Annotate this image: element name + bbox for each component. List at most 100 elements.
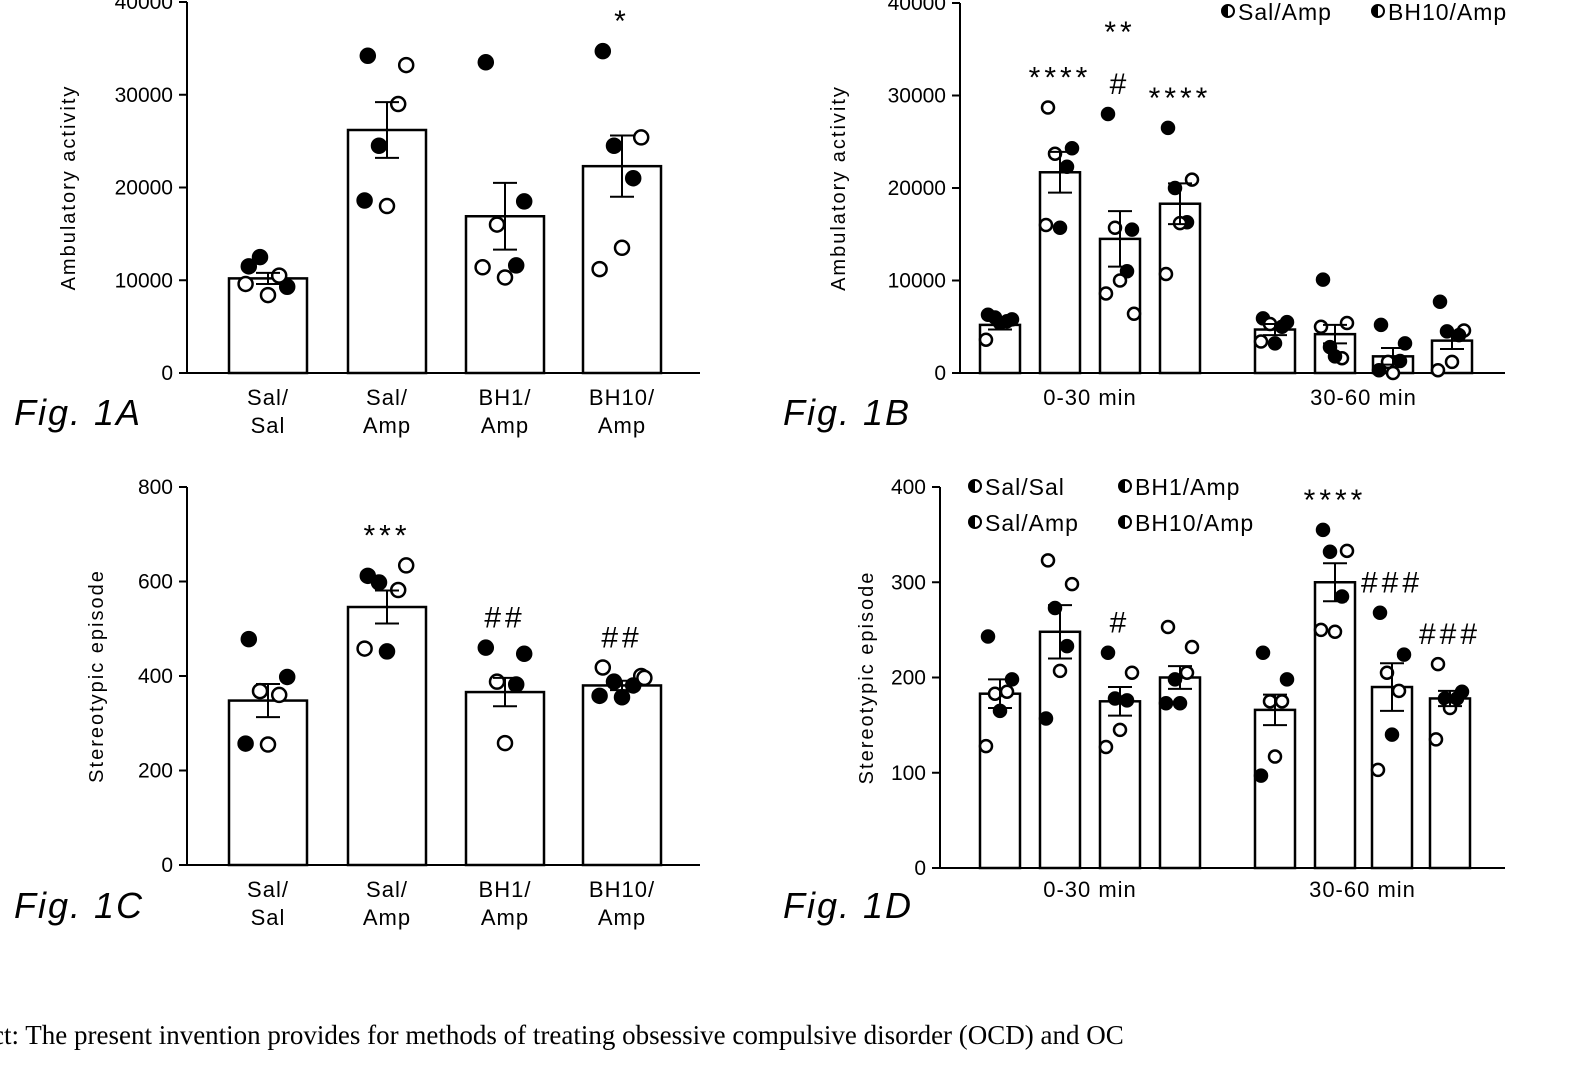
y-tick-label: 800 [138, 476, 173, 499]
y-tick-label: 0 [161, 854, 173, 877]
bar [1372, 687, 1412, 868]
legend-item: Sal/Amp [1222, 0, 1332, 25]
data-point [596, 660, 610, 674]
y-tick-label: 100 [891, 762, 926, 785]
data-point [1317, 524, 1329, 536]
category-label: BH1/ [479, 385, 532, 410]
data-point [239, 737, 253, 751]
y-tick-label: 10000 [115, 269, 173, 292]
data-point [399, 58, 413, 72]
significance-label: * [614, 5, 630, 38]
data-point [1329, 626, 1341, 638]
data-point [607, 139, 621, 153]
chart-1a: 010000200003000040000Ambulatory activity… [14, 0, 700, 438]
y-tick-label: 20000 [115, 177, 173, 200]
category-label: Amp [598, 905, 646, 930]
y-tick-label: 300 [891, 571, 926, 594]
data-point [380, 644, 394, 658]
category-label: Amp [363, 905, 411, 930]
chart-1d: 0100200300400Stereotypic episodeFig. 1D*… [783, 474, 1505, 926]
data-point [980, 740, 992, 752]
significance-label: ### [1419, 618, 1481, 651]
data-point [1040, 712, 1052, 724]
data-point [261, 288, 275, 302]
y-tick-label: 30000 [888, 85, 946, 108]
data-point [517, 194, 531, 208]
bar [348, 130, 426, 373]
y-tick-label: 400 [891, 476, 926, 499]
y-axis-label: Ambulatory activity [828, 85, 850, 291]
data-point [242, 632, 256, 646]
data-point [1281, 673, 1293, 685]
data-point [280, 670, 294, 684]
data-point [593, 262, 607, 276]
y-tick-label: 600 [138, 571, 173, 594]
category-label: Amp [481, 413, 529, 438]
data-point [479, 641, 493, 655]
data-point [253, 684, 267, 698]
data-point [490, 675, 504, 689]
legend-label: BH10/Amp [1388, 0, 1507, 25]
data-point [498, 736, 512, 750]
data-point [1160, 268, 1172, 280]
data-point [1100, 741, 1112, 753]
y-tick-label: 400 [138, 665, 173, 688]
group-label: 30-60 min [1310, 385, 1417, 410]
significance-label: # [1110, 68, 1131, 101]
data-point [272, 269, 286, 283]
data-point [1066, 578, 1078, 590]
bar [980, 694, 1020, 868]
data-point [1042, 102, 1054, 114]
data-point [615, 690, 629, 704]
significance-label: # [1110, 607, 1131, 640]
significance-label: *** [363, 519, 410, 552]
data-point [1126, 224, 1138, 236]
data-point [1373, 364, 1385, 376]
legend-label: Sal/Amp [985, 510, 1079, 536]
data-point [253, 250, 267, 264]
y-tick-label: 200 [138, 760, 173, 783]
data-point [509, 678, 523, 692]
category-label: Sal [251, 905, 286, 930]
legend-item: BH10/Amp [1372, 0, 1507, 25]
bar [1040, 172, 1080, 373]
figure-label: Fig. 1B [783, 392, 911, 433]
data-point [1315, 624, 1327, 636]
data-point [1453, 329, 1465, 341]
category-label: Amp [481, 905, 529, 930]
legend-label: BH1/Amp [1135, 474, 1240, 500]
category-label: Sal/ [366, 877, 408, 902]
data-point [596, 44, 610, 58]
group-label: 0-30 min [1043, 877, 1137, 902]
data-point [1128, 308, 1140, 320]
data-point [517, 647, 531, 661]
data-point [391, 97, 405, 111]
data-point [399, 558, 413, 572]
figure-label: Fig. 1D [783, 885, 913, 926]
data-point [1432, 364, 1444, 376]
data-point [1100, 287, 1112, 299]
data-point [1102, 647, 1114, 659]
data-point [593, 689, 607, 703]
data-point [1121, 694, 1133, 706]
data-point [380, 199, 394, 213]
data-point [1434, 296, 1446, 308]
data-point [261, 738, 275, 752]
y-tick-label: 40000 [115, 0, 173, 14]
data-point [1317, 274, 1329, 286]
category-label: Sal/ [247, 385, 289, 410]
data-point [361, 49, 375, 63]
y-tick-label: 0 [914, 857, 926, 880]
group-label: 0-30 min [1043, 385, 1137, 410]
y-tick-label: 0 [934, 362, 946, 385]
data-point [1341, 317, 1353, 329]
data-point [1269, 751, 1281, 763]
data-point [1054, 222, 1066, 234]
data-point [1061, 161, 1073, 173]
group-label: 30-60 min [1309, 877, 1416, 902]
category-label: Amp [363, 413, 411, 438]
data-point [358, 193, 372, 207]
y-tick-label: 40000 [888, 0, 946, 15]
data-point [1372, 764, 1384, 776]
data-point [980, 334, 992, 346]
